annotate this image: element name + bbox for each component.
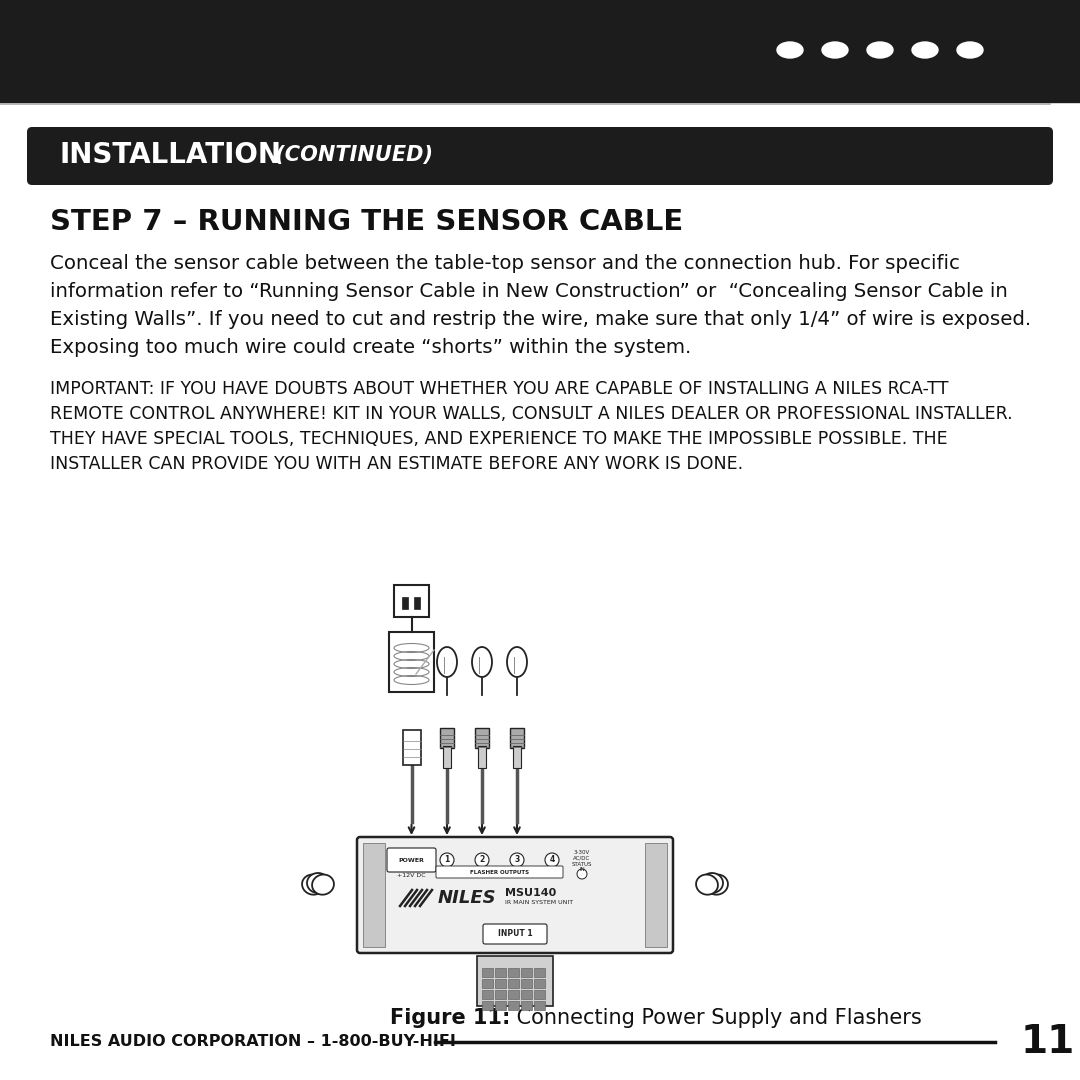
Bar xyxy=(521,1001,532,1010)
Ellipse shape xyxy=(472,647,492,677)
Text: MSU140: MSU140 xyxy=(505,888,556,897)
Bar xyxy=(508,978,519,988)
FancyBboxPatch shape xyxy=(483,924,546,944)
Ellipse shape xyxy=(867,42,893,58)
Text: NILES AUDIO CORPORATION – 1-800-BUY-HIFI: NILES AUDIO CORPORATION – 1-800-BUY-HIFI xyxy=(50,1035,456,1050)
FancyBboxPatch shape xyxy=(387,848,436,872)
Text: (CONTINUED): (CONTINUED) xyxy=(268,145,433,165)
Bar xyxy=(478,746,486,768)
Bar xyxy=(495,978,507,988)
Bar xyxy=(482,968,492,977)
Ellipse shape xyxy=(307,873,329,893)
Text: NILES: NILES xyxy=(438,889,497,907)
Text: information refer to “Running Sensor Cable in New Construction” or  “Concealing : information refer to “Running Sensor Cab… xyxy=(50,282,1008,301)
Bar xyxy=(402,597,408,609)
Ellipse shape xyxy=(302,875,324,894)
Bar xyxy=(394,585,429,617)
Bar xyxy=(508,1001,519,1010)
FancyBboxPatch shape xyxy=(27,127,1053,185)
Text: 1: 1 xyxy=(444,855,449,864)
Bar xyxy=(477,956,553,1005)
Text: Conceal the sensor cable between the table-top sensor and the connection hub. Fo: Conceal the sensor cable between the tab… xyxy=(50,254,960,273)
Bar xyxy=(443,746,451,768)
Ellipse shape xyxy=(577,869,588,879)
Text: 3: 3 xyxy=(514,855,519,864)
Ellipse shape xyxy=(957,42,983,58)
FancyBboxPatch shape xyxy=(436,866,563,878)
Text: INPUT 1: INPUT 1 xyxy=(498,930,532,939)
Bar xyxy=(495,990,507,999)
Ellipse shape xyxy=(701,873,723,893)
Text: Existing Walls”. If you need to cut and restrip the wire, make sure that only 1/: Existing Walls”. If you need to cut and … xyxy=(50,310,1031,329)
Bar xyxy=(363,843,384,947)
Bar xyxy=(482,1001,492,1010)
Bar xyxy=(510,728,524,748)
Ellipse shape xyxy=(822,42,848,58)
Bar xyxy=(521,978,532,988)
Bar xyxy=(534,990,545,999)
Text: 4: 4 xyxy=(550,855,555,864)
Bar xyxy=(534,978,545,988)
Bar xyxy=(475,728,489,748)
Bar xyxy=(482,978,492,988)
Bar xyxy=(645,843,667,947)
Bar xyxy=(508,990,519,999)
Text: Exposing too much wire could create “shorts” within the system.: Exposing too much wire could create “sho… xyxy=(50,338,691,357)
Ellipse shape xyxy=(507,647,527,677)
Ellipse shape xyxy=(437,647,457,677)
Ellipse shape xyxy=(912,42,939,58)
Text: Figure 11:: Figure 11: xyxy=(390,1008,510,1028)
Ellipse shape xyxy=(440,853,454,867)
Bar xyxy=(440,728,454,748)
Text: +12V DC: +12V DC xyxy=(397,873,426,878)
Text: 11: 11 xyxy=(1021,1023,1075,1061)
Text: INSTALLATION: INSTALLATION xyxy=(60,141,282,168)
Bar xyxy=(534,1001,545,1010)
Ellipse shape xyxy=(706,875,728,894)
Text: FLASHER OUTPUTS: FLASHER OUTPUTS xyxy=(470,869,529,875)
Text: IMPORTANT: IF YOU HAVE DOUBTS ABOUT WHETHER YOU ARE CAPABLE OF INSTALLING A NILE: IMPORTANT: IF YOU HAVE DOUBTS ABOUT WHET… xyxy=(50,380,948,399)
Text: INSTALLER CAN PROVIDE YOU WITH AN ESTIMATE BEFORE ANY WORK IS DONE.: INSTALLER CAN PROVIDE YOU WITH AN ESTIMA… xyxy=(50,455,743,473)
Text: 3-30V
AC/DC
STATUS
IN: 3-30V AC/DC STATUS IN xyxy=(571,850,592,873)
Bar xyxy=(534,968,545,977)
Ellipse shape xyxy=(697,875,718,894)
FancyBboxPatch shape xyxy=(357,837,673,953)
Bar xyxy=(521,968,532,977)
Bar xyxy=(513,746,521,768)
Text: REMOTE CONTROL ANYWHERE! KIT IN YOUR WALLS, CONSULT A NILES DEALER OR PROFESSION: REMOTE CONTROL ANYWHERE! KIT IN YOUR WAL… xyxy=(50,405,1013,423)
Text: STEP 7 – RUNNING THE SENSOR CABLE: STEP 7 – RUNNING THE SENSOR CABLE xyxy=(50,208,684,237)
Text: IR MAIN SYSTEM UNIT: IR MAIN SYSTEM UNIT xyxy=(505,901,573,905)
Bar xyxy=(389,632,434,692)
Text: Connecting Power Supply and Flashers: Connecting Power Supply and Flashers xyxy=(510,1008,921,1028)
Bar xyxy=(495,968,507,977)
Bar xyxy=(521,990,532,999)
Text: 2: 2 xyxy=(480,855,485,864)
Ellipse shape xyxy=(475,853,489,867)
Bar xyxy=(508,968,519,977)
Text: THEY HAVE SPECIAL TOOLS, TECHNIQUES, AND EXPERIENCE TO MAKE THE IMPOSSIBLE POSSI: THEY HAVE SPECIAL TOOLS, TECHNIQUES, AND… xyxy=(50,430,947,448)
Bar xyxy=(0,0,1080,102)
Bar xyxy=(414,597,420,609)
Ellipse shape xyxy=(312,875,334,894)
Ellipse shape xyxy=(510,853,524,867)
Ellipse shape xyxy=(777,42,804,58)
Bar xyxy=(403,730,420,765)
Ellipse shape xyxy=(545,853,559,867)
Text: POWER: POWER xyxy=(399,858,424,863)
Bar xyxy=(495,1001,507,1010)
Bar xyxy=(482,990,492,999)
